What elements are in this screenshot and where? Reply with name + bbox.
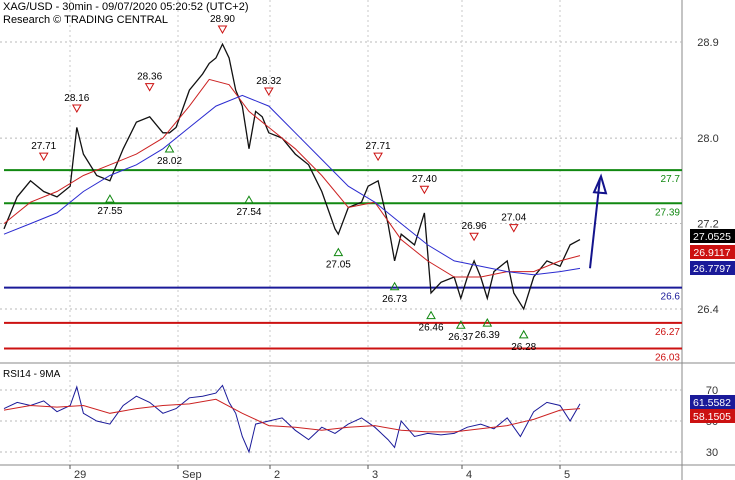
low-marker (333, 247, 344, 257)
fast-ma-line (3, 78, 581, 278)
low-marker (518, 329, 529, 339)
high-marker (263, 87, 274, 96)
time-tick-label: 2 (274, 469, 280, 480)
high-marker (144, 83, 155, 92)
low-label: 27.54 (236, 207, 261, 218)
rsi-value-text: 58.1505 (693, 411, 731, 423)
current-value-text: 27.0525 (693, 231, 731, 243)
low-label: 26.46 (419, 323, 444, 334)
high-marker (469, 232, 479, 242)
low-marker (164, 143, 175, 153)
rsi-ma-line (3, 398, 581, 433)
price-annotations: 27.71 28.16 27.55 28.36 28.02 28.90 28.32 27.54… (31, 14, 536, 353)
high-marker (419, 185, 430, 195)
high-label: 27.71 (31, 141, 56, 152)
high-label: 28.32 (256, 76, 281, 87)
high-marker (217, 25, 228, 35)
low-label: 26.39 (475, 330, 500, 341)
current-value-badge (690, 261, 735, 275)
low-marker (426, 310, 436, 320)
time-axis-labels: 29 Sep 2 3 4 5 (69, 465, 570, 480)
price-current-values: 27.0525 26.9117 26.7797 (690, 229, 735, 275)
current-value-badge (690, 245, 735, 259)
level-label: 26.27 (655, 327, 680, 338)
high-label: 28.16 (64, 93, 89, 104)
chart-subtitle: Research © TRADING CENTRAL (3, 14, 168, 26)
low-marker (244, 195, 254, 204)
high-marker (508, 224, 519, 233)
price-tick-label: 27.2 (697, 219, 718, 231)
rsi-line (3, 384, 581, 454)
key-levels: 27.7 27.39 26.6 26.27 26.03 (4, 169, 682, 364)
price-gridlines: 28.9 28.0 27.2 26.4 (0, 37, 719, 316)
high-label: 26.96 (462, 221, 487, 232)
high-marker (373, 152, 383, 162)
current-value-badge (690, 229, 735, 243)
rsi-title: RSI14 - 9MA (3, 369, 61, 380)
low-label: 28.02 (157, 156, 182, 167)
price-series (3, 42, 581, 311)
price-line (3, 42, 581, 311)
time-tick-label: 3 (372, 469, 378, 480)
high-label: 27.40 (412, 174, 437, 185)
price-tick-label: 28.9 (697, 37, 718, 49)
low-marker (482, 318, 493, 327)
level-label: 27.39 (655, 207, 680, 218)
low-label: 26.37 (448, 332, 473, 343)
rsi-tick-label: 70 (706, 385, 718, 397)
chart-title: XAG/USD - 30min - 09/07/2020 05:20:52 (U… (3, 1, 249, 13)
current-value-text: 26.9117 (693, 247, 730, 259)
rsi-tick-label: 30 (706, 447, 718, 459)
high-marker (71, 104, 82, 114)
level-label: 27.7 (661, 174, 681, 185)
low-label: 27.55 (97, 206, 122, 217)
projection-arrow-head (592, 173, 608, 195)
projection-arrow (589, 173, 608, 269)
high-label: 28.90 (210, 14, 235, 25)
low-label: 26.28 (511, 342, 536, 353)
high-label: 27.71 (366, 141, 391, 152)
rsi-current-values: 61.5582 58.1505 (690, 395, 735, 423)
rsi-value-text: 61.5582 (693, 397, 731, 409)
slow-ma-line (3, 94, 581, 276)
low-marker (105, 194, 115, 203)
price-tick-label: 28.0 (697, 133, 718, 145)
time-tick-label: Sep (182, 469, 202, 480)
high-marker (38, 152, 49, 162)
level-label: 26.03 (655, 353, 680, 364)
rsi-value-badge (690, 409, 735, 423)
price-tick-label: 26.4 (697, 304, 718, 316)
level-label: 26.6 (661, 292, 681, 303)
current-value-text: 26.7797 (693, 263, 731, 275)
high-label: 28.36 (137, 72, 162, 83)
rsi-series (3, 384, 581, 454)
time-tick-label: 29 (74, 469, 86, 480)
time-tick-label: 4 (466, 469, 472, 480)
rsi-value-badge (690, 395, 735, 409)
high-label: 27.04 (501, 213, 526, 224)
low-label: 27.05 (326, 260, 351, 271)
low-marker (389, 281, 400, 291)
low-label: 26.73 (382, 294, 407, 305)
time-tick-label: 5 (564, 469, 570, 480)
low-marker (455, 320, 466, 329)
